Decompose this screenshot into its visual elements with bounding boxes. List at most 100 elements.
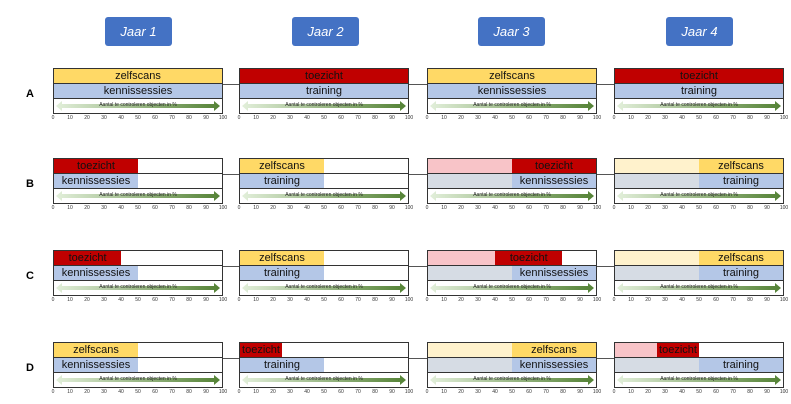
tick-label: 50 xyxy=(696,115,702,121)
bar-segment xyxy=(615,69,783,83)
tick-label: 100 xyxy=(404,205,414,211)
tick-label: 70 xyxy=(355,205,361,211)
tick-label: 30 xyxy=(287,115,293,121)
tick-label: 30 xyxy=(287,297,293,303)
tick-label: 40 xyxy=(304,115,310,121)
tick-label: 100 xyxy=(404,297,414,303)
segment-label: kennissessies xyxy=(61,175,131,187)
segment-label: training xyxy=(263,267,301,279)
tick-label: 50 xyxy=(321,205,327,211)
bar-segment xyxy=(512,343,596,357)
bar-segment xyxy=(428,266,512,280)
bar-segment xyxy=(240,358,324,372)
segment-label: kennissessies xyxy=(61,359,131,371)
tick-label: 60 xyxy=(338,205,344,211)
tick-label: 50 xyxy=(321,115,327,121)
axis-caption: Aantal te controleren objecten in % xyxy=(285,192,363,198)
tick-label: 90 xyxy=(203,205,209,211)
bar-segment xyxy=(428,251,496,265)
tick-labels: 0 10 20 30 40 50 60 70 80 90 100 xyxy=(238,388,414,398)
tick-label: 40 xyxy=(679,115,685,121)
tick-label: 70 xyxy=(355,115,361,121)
tick-label: 0 xyxy=(51,389,55,395)
tick-label: 40 xyxy=(492,389,498,395)
double-arrow-icon xyxy=(242,191,406,201)
bar-segment xyxy=(428,84,596,98)
double-arrow-icon xyxy=(430,101,594,111)
scenario-panel: toezicht kennissessies Aantal te controler… xyxy=(426,250,601,306)
bar-segment xyxy=(699,159,783,173)
tick-label: 70 xyxy=(543,389,549,395)
double-arrow-icon xyxy=(617,283,781,293)
tick-label: 50 xyxy=(135,297,141,303)
segment-label: kennissessies xyxy=(519,267,589,279)
segment-label: toezicht xyxy=(305,70,343,82)
tick-label: 0 xyxy=(51,205,55,211)
tick-label: 100 xyxy=(218,297,228,303)
bar-segment xyxy=(512,266,596,280)
support-bar: kennissessies xyxy=(427,357,597,373)
segment-label: zelfscans xyxy=(531,344,577,356)
year-header-button[interactable]: Jaar 2 xyxy=(292,17,359,46)
segment-label: toezicht xyxy=(680,70,718,82)
tick-label: 20 xyxy=(645,389,651,395)
percentage-arrow: Aantal te controleren objecten in % xyxy=(427,98,597,114)
tick-label: 70 xyxy=(355,297,361,303)
tick-label: 100 xyxy=(779,115,789,121)
tick-label: 30 xyxy=(662,389,668,395)
year-header-button[interactable]: Jaar 4 xyxy=(666,17,733,46)
tick-label: 60 xyxy=(152,297,158,303)
tick-labels: 0 10 20 30 40 50 60 70 80 90 100 xyxy=(238,204,414,214)
year-header-button[interactable]: Jaar 3 xyxy=(478,17,545,46)
segment-label: kennissessies xyxy=(519,175,589,187)
scenario-panel: toezicht kennissessies Aantal te controler… xyxy=(51,158,227,214)
tick-label: 70 xyxy=(543,205,549,211)
tick-label: 90 xyxy=(389,389,395,395)
tick-label: 50 xyxy=(321,389,327,395)
segment-label: zelfscans xyxy=(115,70,161,82)
segment-label: kennissessies xyxy=(519,359,589,371)
segment-label: training xyxy=(305,85,343,97)
bar-segment xyxy=(54,251,122,265)
scenario-panel: toezicht training Aantal te controleren ob… xyxy=(612,68,788,124)
tick-label: 60 xyxy=(152,389,158,395)
tick-label: 0 xyxy=(612,115,616,121)
tick-label: 20 xyxy=(84,115,90,121)
segment-label: kennissessies xyxy=(477,85,547,97)
tick-label: 100 xyxy=(404,389,414,395)
tick-label: 40 xyxy=(492,205,498,211)
tick-label: 40 xyxy=(492,297,498,303)
tick-label: 0 xyxy=(612,389,616,395)
instrument-bar: zelfscans xyxy=(239,250,409,266)
tick-label: 30 xyxy=(101,115,107,121)
tick-label: 100 xyxy=(592,205,602,211)
scenario-panel: toezicht training Aantal te controleren ob… xyxy=(612,342,788,398)
tick-label: 90 xyxy=(389,297,395,303)
segment-label: training xyxy=(722,359,760,371)
tick-label: 20 xyxy=(645,297,651,303)
bar-segment xyxy=(54,174,138,188)
instrument-bar: zelfscans xyxy=(53,342,223,358)
segment-label: training xyxy=(263,175,301,187)
double-arrow-icon xyxy=(56,191,220,201)
tick-label: 90 xyxy=(577,389,583,395)
tick-label: 80 xyxy=(747,205,753,211)
percentage-arrow: Aantal te controleren objecten in % xyxy=(53,188,223,204)
double-arrow-icon xyxy=(430,191,594,201)
support-bar: kennissessies xyxy=(427,83,597,99)
tick-label: 80 xyxy=(560,389,566,395)
axis-caption: Aantal te controleren objecten in % xyxy=(285,376,363,382)
instrument-bar: zelfscans xyxy=(239,158,409,174)
tick-label: 100 xyxy=(218,205,228,211)
scenario-panel: zelfscans kennissessies Aantal te controle… xyxy=(52,68,227,124)
tick-label: 100 xyxy=(218,115,228,121)
tick-label: 30 xyxy=(475,297,481,303)
tick-label: 60 xyxy=(713,389,719,395)
instrument-bar: zelfscans xyxy=(427,68,597,84)
segment-label: toezicht xyxy=(659,344,697,356)
bar-segment xyxy=(615,84,783,98)
tick-label: 60 xyxy=(526,115,532,121)
year-header-button[interactable]: Jaar 1 xyxy=(105,17,172,46)
tick-label: 10 xyxy=(253,297,259,303)
tick-label: 10 xyxy=(253,389,259,395)
